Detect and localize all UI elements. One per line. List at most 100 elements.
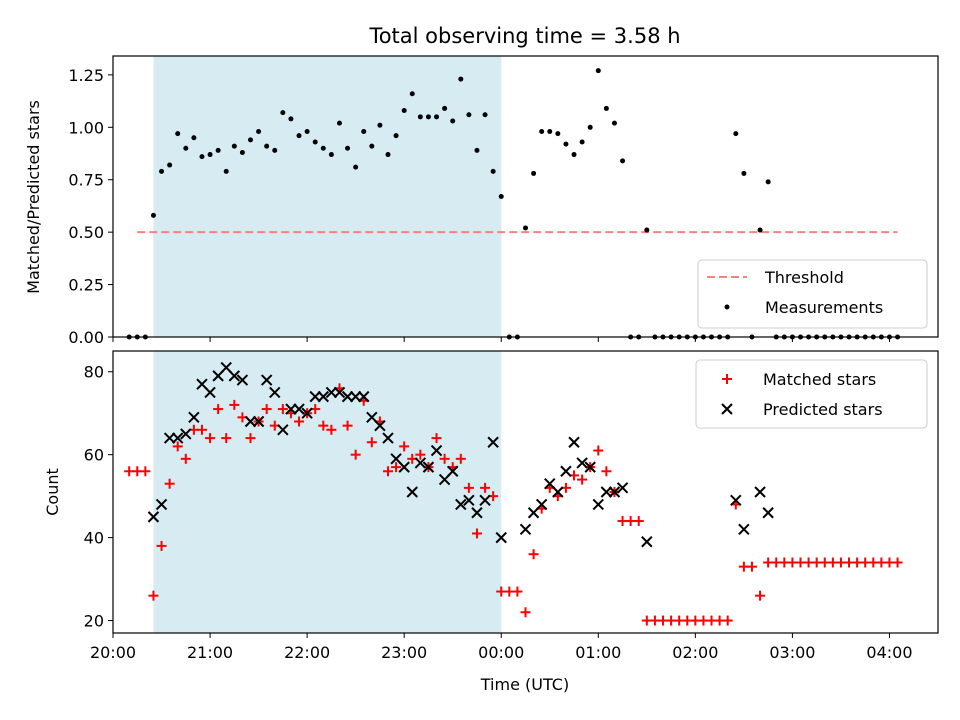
measurement-point <box>409 91 415 97</box>
predicted-star-point <box>382 432 394 444</box>
matched-star-point <box>593 445 604 456</box>
matched-star-point <box>164 478 175 489</box>
x-tick-label: 04:00 <box>866 643 912 662</box>
matched-star-point <box>399 441 410 452</box>
bottom-axes-frame <box>112 350 939 634</box>
bottom-y-tick-label: 80 <box>84 363 104 382</box>
top-y-tick-label: 0.75 <box>68 171 104 190</box>
measurement-point <box>304 128 310 134</box>
measurement-point <box>223 168 229 174</box>
predicted-star-point <box>519 523 532 536</box>
top-legend: Threshold Measurements <box>697 259 928 329</box>
bottom-y-tick-label: 60 <box>84 446 104 465</box>
top-axes: 0.00 0.25 0.50 0.75 1.00 1.25 Matched/Predict… <box>24 55 939 347</box>
matched-star-point <box>471 528 482 539</box>
measurement-point <box>312 139 318 145</box>
matched-star-point <box>366 437 377 448</box>
x-tick-label: 02:00 <box>672 643 718 662</box>
measurement-point <box>248 137 253 143</box>
matched-star-point <box>722 615 733 626</box>
predicted-star-point <box>576 457 588 469</box>
bottom-y-ticks: 20 40 60 80 <box>84 363 113 631</box>
legend-predicted-label: Predicted stars <box>763 400 883 419</box>
bottom-x-ticks: 20:00 21:00 22:00 23:00 00:00 01:00 02:00 03:00… <box>90 633 913 662</box>
predicted-star-point <box>463 494 475 507</box>
x-tick-label: 21:00 <box>187 643 233 662</box>
measurement-point <box>167 162 173 168</box>
predicted-star-point <box>163 432 176 444</box>
measurement-point <box>175 131 181 137</box>
measurement-point <box>482 112 488 118</box>
matched-star-point <box>439 453 450 464</box>
predicted-star-point <box>349 390 362 403</box>
legend-measurements-label: Measurements <box>765 298 883 317</box>
predicted-star-point <box>430 444 443 457</box>
x-tick-label: 23:00 <box>381 643 427 662</box>
predicted-star-point <box>568 436 580 448</box>
top-y-tick-label: 1.25 <box>68 66 104 85</box>
measurement-point <box>474 147 480 153</box>
matched-star-point <box>755 590 766 601</box>
matched-star-point <box>520 607 531 618</box>
measurement-point <box>442 105 448 111</box>
matched-star-point <box>196 424 207 435</box>
measurement-point <box>361 128 367 134</box>
predicted-star-point <box>616 482 629 494</box>
matched-star-point <box>391 462 402 473</box>
top-axes-frame <box>112 55 939 338</box>
predicted-star-point <box>584 461 596 473</box>
matched-star-point <box>205 433 216 444</box>
predicted-star-point <box>228 370 241 382</box>
measurement-point <box>288 116 294 122</box>
predicted-star-point <box>277 424 289 436</box>
predicted-star-point <box>171 432 184 444</box>
matched-star-point <box>512 586 523 597</box>
predicted-star-point <box>317 390 330 403</box>
legend-x-marker <box>721 403 733 415</box>
measurement-point <box>369 143 375 149</box>
predicted-star-point <box>180 428 192 440</box>
measurement-point <box>611 120 617 126</box>
legend-threshold-label: Threshold <box>764 268 844 287</box>
predicted-star-point <box>455 498 467 511</box>
measurement-point <box>353 164 359 170</box>
x-axis-label: Time (UTC) <box>480 675 569 694</box>
predicted-star-point <box>155 498 168 511</box>
measurement-point <box>539 128 545 134</box>
predicted-star-point <box>600 486 613 498</box>
predicted-star-point <box>535 498 548 511</box>
matched-star-point <box>261 404 272 415</box>
predicted-star-point <box>414 457 427 469</box>
measurement-point <box>215 147 221 153</box>
predicted-star-point <box>762 507 774 519</box>
measurement-point <box>272 147 278 153</box>
matched-star-point <box>221 433 232 444</box>
measurement-point <box>587 124 593 130</box>
matched-star-point <box>180 453 191 464</box>
predicted-star-point <box>147 511 160 523</box>
matched-star-point <box>415 449 426 460</box>
matched-star-point <box>140 466 151 477</box>
top-y-axis-label: Matched/Predicted stars <box>24 100 43 294</box>
matched-star-point <box>148 590 159 601</box>
measurement-point <box>199 154 205 160</box>
legend-plus-marker <box>722 374 732 384</box>
predicted-star-point <box>301 407 313 419</box>
x-tick-label: 03:00 <box>769 643 815 662</box>
predicted-star-point <box>487 436 499 448</box>
measurement-point <box>320 145 326 151</box>
predicted-star-point <box>341 390 354 403</box>
measurement-point <box>401 108 407 114</box>
measurement-point <box>620 158 626 164</box>
measurement-point <box>393 133 399 139</box>
predicted-star-point <box>641 536 653 548</box>
matched-star-point <box>245 433 256 444</box>
matched-star-point <box>350 449 361 460</box>
measurement-point <box>531 170 537 176</box>
top-legend-box <box>697 259 928 329</box>
x-tick-label: 00:00 <box>478 643 524 662</box>
predicted-star-point <box>333 386 346 399</box>
measurement-point <box>336 120 342 126</box>
measurement-point <box>256 128 262 134</box>
